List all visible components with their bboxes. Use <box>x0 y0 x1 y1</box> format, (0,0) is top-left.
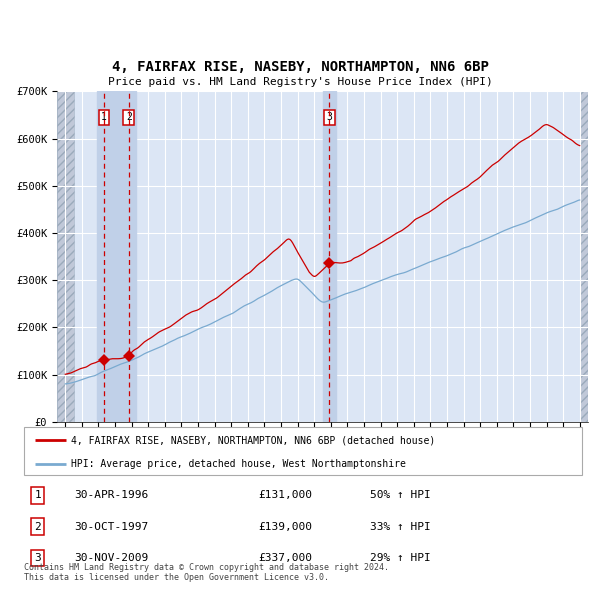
Text: HPI: Average price, detached house, West Northamptonshire: HPI: Average price, detached house, West… <box>71 459 406 469</box>
Text: £131,000: £131,000 <box>259 490 313 500</box>
Text: 4, FAIRFAX RISE, NASEBY, NORTHAMPTON, NN6 6BP: 4, FAIRFAX RISE, NASEBY, NORTHAMPTON, NN… <box>112 60 488 74</box>
Text: 2: 2 <box>35 522 41 532</box>
Text: 33% ↑ HPI: 33% ↑ HPI <box>370 522 431 532</box>
Text: £337,000: £337,000 <box>259 553 313 563</box>
Bar <box>580 91 588 422</box>
Bar <box>97 91 136 422</box>
Text: Contains HM Land Registry data © Crown copyright and database right 2024.
This d: Contains HM Land Registry data © Crown c… <box>24 563 389 582</box>
Text: 3: 3 <box>326 113 332 122</box>
Text: 50% ↑ HPI: 50% ↑ HPI <box>370 490 431 500</box>
Text: 1: 1 <box>101 113 107 122</box>
Text: 30-OCT-1997: 30-OCT-1997 <box>74 522 148 532</box>
Text: 1: 1 <box>35 490 41 500</box>
Text: £139,000: £139,000 <box>259 522 313 532</box>
Text: 30-NOV-2009: 30-NOV-2009 <box>74 553 148 563</box>
Text: Price paid vs. HM Land Registry's House Price Index (HPI): Price paid vs. HM Land Registry's House … <box>107 77 493 87</box>
Text: 2: 2 <box>126 113 132 122</box>
Bar <box>323 91 336 422</box>
FancyBboxPatch shape <box>24 427 582 475</box>
Text: 30-APR-1996: 30-APR-1996 <box>74 490 148 500</box>
Bar <box>57 91 74 422</box>
Text: 3: 3 <box>35 553 41 563</box>
Text: 4, FAIRFAX RISE, NASEBY, NORTHAMPTON, NN6 6BP (detached house): 4, FAIRFAX RISE, NASEBY, NORTHAMPTON, NN… <box>71 435 436 445</box>
Bar <box>57 91 74 422</box>
Bar <box>580 91 588 422</box>
Text: 29% ↑ HPI: 29% ↑ HPI <box>370 553 431 563</box>
